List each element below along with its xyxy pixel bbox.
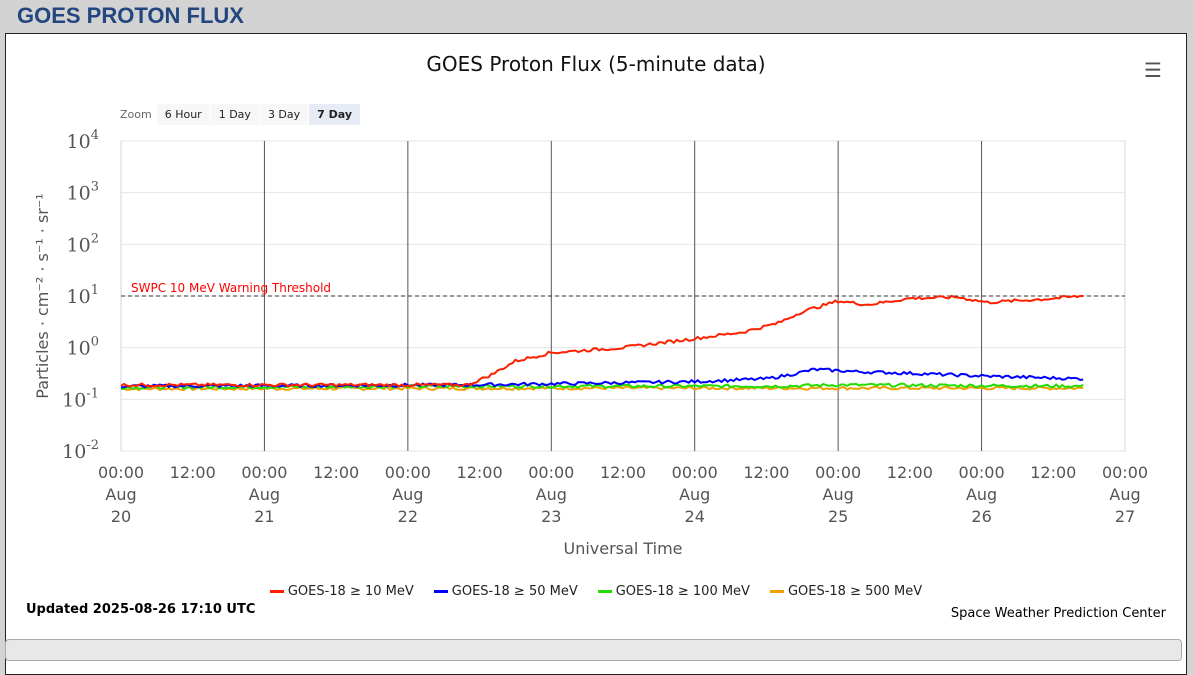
x-tick-month: Aug <box>966 485 997 504</box>
x-tick-label: 00:00 <box>959 463 1005 482</box>
legend-label: GOES-18 ≥ 50 MeV <box>451 584 578 599</box>
x-tick-label: 00:00 <box>241 463 287 482</box>
x-tick-label: 12:00 <box>457 463 503 482</box>
x-tick-day: 20 <box>111 507 131 526</box>
x-tick-label: 12:00 <box>313 463 359 482</box>
x-tick-day: 23 <box>541 507 561 526</box>
x-tick-month: Aug <box>536 485 567 504</box>
x-tick-month: Aug <box>823 485 854 504</box>
x-tick-label: 12:00 <box>743 463 789 482</box>
chart-panel: GOES Proton Flux (5-minute data) ☰ Zoom … <box>5 33 1187 675</box>
y-tick-label: 103 <box>67 180 99 205</box>
zoom-6-hour-button[interactable]: 6 Hour <box>156 104 210 125</box>
x-tick-month: Aug <box>1109 485 1140 504</box>
legend: GOES-18 ≥ 10 MeV GOES-18 ≥ 50 MeV GOES-18 … <box>6 584 1186 599</box>
x-tick-month: Aug <box>679 485 710 504</box>
x-tick-day: 22 <box>398 507 418 526</box>
zoom-1-day-button[interactable]: 1 Day <box>210 104 259 125</box>
x-tick-label: 12:00 <box>600 463 646 482</box>
updated-timestamp: Updated 2025-08-26 17:10 UTC <box>26 602 256 617</box>
legend-label: GOES-18 ≥ 10 MeV <box>287 584 414 599</box>
legend-label: GOES-18 ≥ 500 MeV <box>787 584 923 599</box>
credit-text: Space Weather Prediction Center <box>950 606 1166 621</box>
legend-item[interactable]: GOES-18 ≥ 500 MeV <box>769 584 923 599</box>
series-line <box>120 367 1084 389</box>
legend-swatch <box>769 590 784 593</box>
y-tick-label: 102 <box>67 231 99 256</box>
legend-label: GOES-18 ≥ 100 MeV <box>615 584 750 599</box>
x-axis-title: Universal Time <box>563 539 682 558</box>
x-tick-month: Aug <box>392 485 423 504</box>
series-line <box>120 294 1084 388</box>
x-tick-label: 00:00 <box>1102 463 1148 482</box>
zoom-3-day-button[interactable]: 3 Day <box>259 104 309 125</box>
y-tick-label: 10-1 <box>62 386 99 411</box>
y-tick-label: 100 <box>67 335 99 360</box>
bottom-tab-bar[interactable] <box>5 639 1182 661</box>
x-tick-label: 00:00 <box>815 463 861 482</box>
x-tick-month: Aug <box>249 485 280 504</box>
x-tick-label: 12:00 <box>887 463 933 482</box>
y-tick-label: 104 <box>67 128 99 153</box>
legend-swatch <box>597 590 612 593</box>
page-header: GOES PROTON FLUX <box>17 3 244 28</box>
x-tick-label: 00:00 <box>98 463 144 482</box>
y-tick-label: 101 <box>67 283 99 308</box>
x-tick-label: 00:00 <box>528 463 574 482</box>
x-tick-day: 26 <box>971 507 991 526</box>
x-tick-day: 27 <box>1115 507 1135 526</box>
zoom-label: Zoom <box>120 108 152 121</box>
chart-title: GOES Proton Flux (5-minute data) <box>426 52 766 76</box>
y-axis-title: Particles · cm⁻² · s⁻¹ · sr⁻¹ <box>33 193 52 398</box>
x-tick-label: 00:00 <box>385 463 431 482</box>
hamburger-menu-icon[interactable]: ☰ <box>1144 58 1162 82</box>
legend-swatch <box>433 590 448 593</box>
x-tick-label: 12:00 <box>170 463 216 482</box>
zoom-7-day-button[interactable]: 7 Day <box>309 104 361 125</box>
x-tick-label: 12:00 <box>1030 463 1076 482</box>
legend-item[interactable]: GOES-18 ≥ 50 MeV <box>433 584 578 599</box>
x-tick-month: Aug <box>105 485 136 504</box>
legend-swatch <box>269 590 284 593</box>
x-tick-day: 25 <box>828 507 848 526</box>
legend-item[interactable]: GOES-18 ≥ 10 MeV <box>269 584 414 599</box>
zoom-controls: Zoom 6 Hour 1 Day 3 Day 7 Day <box>120 104 361 125</box>
threshold-label: SWPC 10 MeV Warning Threshold <box>131 281 331 295</box>
legend-item[interactable]: GOES-18 ≥ 100 MeV <box>597 584 750 599</box>
x-tick-day: 24 <box>685 507 705 526</box>
x-tick-day: 21 <box>254 507 274 526</box>
series-line <box>120 385 1084 392</box>
x-tick-label: 00:00 <box>672 463 718 482</box>
y-tick-label: 10-2 <box>62 438 99 463</box>
